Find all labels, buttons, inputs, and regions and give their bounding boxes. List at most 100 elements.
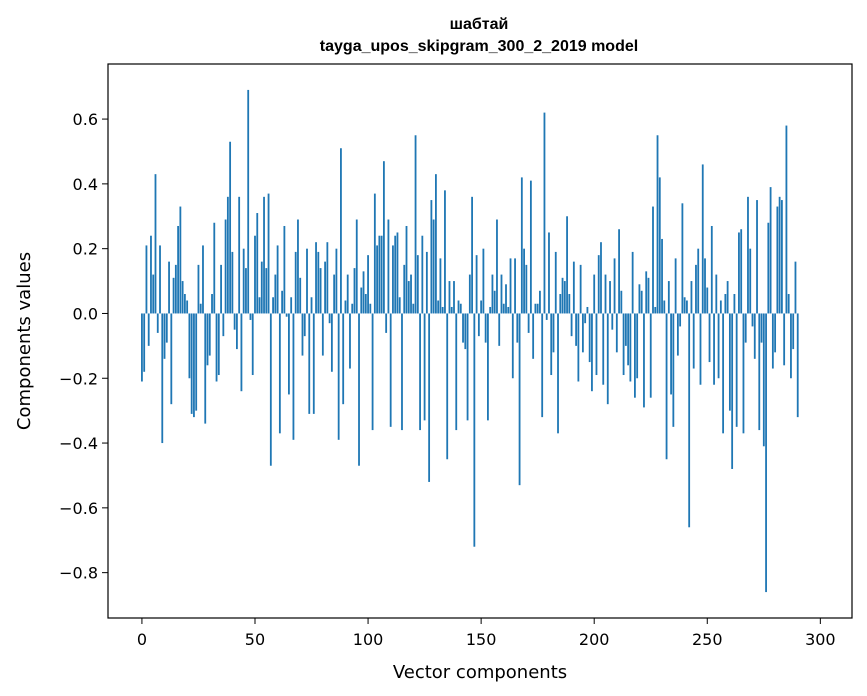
bar-158 [498, 313, 501, 346]
bar-288 [792, 313, 795, 350]
bar-1 [143, 313, 146, 372]
bar-76 [312, 313, 315, 414]
x-tick-label: 50 [245, 630, 265, 649]
bar-10 [163, 313, 166, 359]
bar-232 [665, 313, 668, 460]
x-axis-ticks: 0 50 100 150 200 250 300 [137, 618, 836, 649]
x-axis-label: Vector components [393, 662, 567, 683]
bar-289 [794, 261, 797, 314]
bar-169 [523, 248, 525, 314]
bar-150 [480, 300, 483, 314]
bar-116 [403, 264, 406, 314]
bar-283 [780, 200, 783, 314]
bar-87 [337, 313, 340, 440]
bar-240 [683, 297, 686, 314]
bar-49 [251, 313, 254, 376]
bar-175 [536, 303, 539, 314]
bar-252 [710, 225, 713, 314]
bar-262 [733, 294, 736, 314]
bar-159 [500, 274, 503, 314]
bar-9 [161, 313, 164, 444]
x-tick-label: 150 [466, 630, 497, 649]
bar-168 [520, 177, 523, 314]
bar-251 [708, 313, 711, 363]
bar-154 [489, 306, 492, 314]
bar-206 [606, 313, 609, 405]
bar-271 [753, 313, 756, 359]
bar-236 [674, 258, 677, 314]
bar-172 [529, 180, 532, 314]
bar-44 [240, 313, 243, 392]
bar-173 [532, 313, 535, 359]
bar-244 [692, 313, 695, 369]
bar-242 [688, 313, 691, 528]
bar-17 [179, 206, 182, 314]
bar-219 [636, 313, 639, 379]
y-axis-label: Components values [14, 252, 35, 430]
bar-139 [455, 313, 458, 431]
bar-31 [211, 294, 213, 314]
bar-245 [695, 264, 697, 314]
bar-118 [407, 281, 410, 314]
bar-91 [346, 274, 349, 314]
bar-7 [156, 313, 159, 333]
bar-71 [301, 313, 304, 356]
bar-97 [360, 287, 363, 314]
bar-290 [796, 313, 799, 418]
bar-29 [206, 313, 209, 366]
bar-96 [358, 313, 360, 466]
bar-256 [719, 300, 722, 314]
bar-54 [263, 196, 265, 314]
bar-136 [448, 281, 451, 314]
bar-26 [199, 303, 202, 314]
bar-273 [758, 313, 761, 431]
bar-63 [283, 225, 286, 314]
bar-234 [670, 313, 672, 395]
bar-179 [545, 313, 548, 320]
bar-259 [726, 281, 729, 314]
bar-199 [591, 313, 593, 392]
bar-140 [457, 300, 460, 314]
bar-115 [401, 313, 403, 431]
bar-117 [405, 225, 408, 314]
bar-225 [649, 313, 652, 398]
bar-15 [174, 264, 177, 314]
bar-153 [487, 313, 489, 421]
bar-124 [421, 235, 424, 314]
bar-2 [145, 245, 148, 314]
bar-166 [516, 313, 519, 343]
bar-65 [288, 313, 290, 395]
bar-147 [473, 313, 476, 547]
y-tick-label: −0.2 [59, 369, 98, 388]
bar-36 [222, 313, 225, 337]
bar-228 [656, 135, 659, 314]
bar-98 [362, 271, 365, 314]
y-tick-label: −0.8 [59, 564, 98, 583]
bar-120 [412, 303, 415, 314]
bar-123 [419, 313, 421, 431]
bar-156 [493, 290, 496, 314]
bar-32 [213, 222, 216, 314]
bar-237 [676, 313, 679, 356]
bar-43 [238, 196, 241, 314]
bar-35 [220, 264, 222, 314]
bar-145 [468, 274, 471, 314]
bar-130 [435, 174, 437, 314]
bar-182 [552, 313, 555, 353]
bar-113 [396, 232, 399, 314]
bar-138 [453, 281, 455, 314]
bar-129 [432, 219, 435, 314]
bar-163 [509, 258, 512, 314]
bar-216 [629, 313, 632, 382]
bar-193 [577, 313, 580, 382]
bar-212 [620, 290, 623, 314]
bar-50 [254, 235, 256, 314]
bar-102 [371, 313, 374, 431]
bar-231 [663, 300, 666, 314]
bar-137 [450, 306, 453, 314]
bar-20 [186, 300, 189, 314]
x-tick-label: 250 [692, 630, 723, 649]
bar-185 [559, 294, 562, 314]
bar-263 [735, 313, 738, 427]
